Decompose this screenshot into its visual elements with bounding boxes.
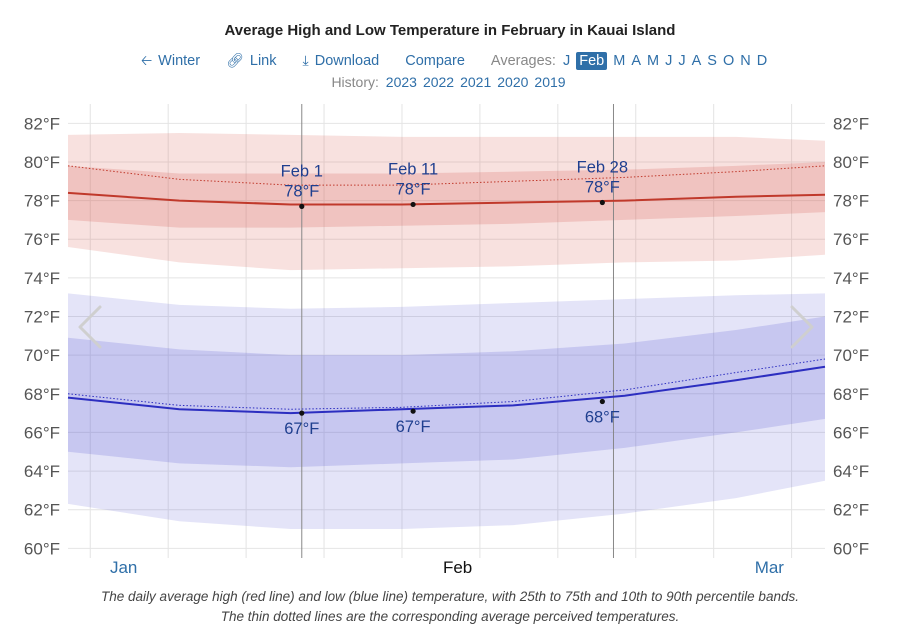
- annotation-high-label: 78°F: [284, 182, 319, 200]
- x-tick-label: Mar: [755, 558, 785, 577]
- y-tick-label-left: 60°F: [24, 539, 60, 558]
- y-tick-label-left: 68°F: [24, 385, 60, 404]
- chart-toolbar: 🡠 Winter 🔗︎ Link ⤓ Download Compare Average…: [0, 50, 900, 74]
- annotation-high-label: 78°F: [585, 179, 620, 197]
- y-tick-label-right: 78°F: [833, 192, 869, 211]
- y-tick-label-right: 82°F: [833, 114, 869, 133]
- history-year-link[interactable]: 2019: [534, 74, 566, 90]
- annotation-date-label: Feb 11: [388, 160, 438, 178]
- month-option[interactable]: J: [562, 53, 571, 69]
- low-band-10-90: [68, 293, 825, 530]
- high-annotation-point: [410, 201, 416, 208]
- history-label: History:: [331, 74, 379, 90]
- month-option[interactable]: S: [707, 53, 717, 69]
- link-label: Link: [249, 53, 277, 69]
- high-annotation-point: [299, 203, 305, 209]
- averages-selector: Averages: J Feb M A M J J A S O N D: [491, 52, 770, 70]
- chevron-right-icon[interactable]: [790, 305, 814, 349]
- chart-title: Average High and Low Temperature in Febr…: [224, 22, 676, 39]
- compare-button[interactable]: Compare: [405, 53, 465, 69]
- history-year-link[interactable]: 2021: [460, 74, 492, 90]
- month-option[interactable]: D: [756, 53, 768, 69]
- x-tick-label: Feb: [443, 558, 472, 577]
- annotation-high-label: 78°F: [396, 180, 431, 198]
- history-year-link[interactable]: 2020: [497, 74, 529, 90]
- download-button[interactable]: ⤓ Download: [303, 52, 380, 69]
- low-band-25-75: [68, 316, 825, 468]
- annotation-low-label: 67°F: [396, 418, 431, 436]
- annotation-date-label: Feb 1: [281, 162, 323, 180]
- chevron-left-icon[interactable]: [78, 305, 102, 349]
- y-tick-label-left: 76°F: [24, 230, 60, 249]
- y-tick-label-right: 66°F: [833, 423, 869, 442]
- month-option[interactable]: Feb: [576, 52, 608, 70]
- y-tick-label-left: 78°F: [24, 192, 60, 211]
- month-option[interactable]: A: [691, 53, 702, 69]
- month-option[interactable]: M: [647, 53, 660, 69]
- arrow-left-icon: 🡠: [140, 52, 153, 68]
- y-tick-label-right: 70°F: [833, 346, 869, 365]
- link-icon: 🔗︎: [226, 52, 244, 68]
- winter-link[interactable]: 🡠 Winter: [141, 50, 200, 74]
- low-annotation-point: [410, 408, 416, 414]
- link-button[interactable]: 🔗︎ Link: [226, 52, 276, 69]
- winter-label: Winter: [158, 53, 201, 69]
- history-year-link[interactable]: 2022: [422, 74, 455, 90]
- y-tick-label-left: 80°F: [24, 153, 60, 172]
- month-option[interactable]: M: [613, 53, 626, 69]
- annotation-date-label: Feb 28: [577, 159, 628, 177]
- y-tick-label-left: 64°F: [24, 462, 60, 481]
- low-average-line: [67, 365, 826, 415]
- month-option[interactable]: A: [631, 53, 641, 69]
- history-year-list: 2023 2022 2021 2020 2019: [383, 74, 569, 90]
- low-annotation-point: [299, 410, 305, 416]
- low-annotation-point: [599, 398, 605, 405]
- history-year-link[interactable]: 2023: [385, 74, 417, 90]
- month-option[interactable]: J: [665, 53, 673, 69]
- averages-label: Averages:: [490, 53, 556, 69]
- annotation-low-label: 68°F: [585, 409, 620, 427]
- month-option[interactable]: J: [678, 53, 686, 69]
- y-tick-label-right: 68°F: [833, 385, 869, 404]
- temperature-chart: Feb 1 78°F 67°F Feb 11 78°F 67°F Feb 28 78°F 68°…: [24, 104, 869, 577]
- x-tick-label: Jan: [110, 558, 137, 577]
- high-band-25-75: [68, 161, 825, 228]
- y-tick-label-left: 62°F: [24, 501, 60, 520]
- y-tick-label-right: 62°F: [833, 501, 869, 520]
- y-tick-label-right: 80°F: [833, 153, 869, 172]
- low-perceived-line: [67, 358, 826, 410]
- y-tick-label-left: 72°F: [24, 308, 60, 327]
- download-label: Download: [314, 53, 380, 69]
- y-tick-label-left: 66°F: [24, 423, 60, 442]
- y-tick-label-right: 64°F: [833, 462, 869, 481]
- month-option[interactable]: N: [740, 53, 751, 69]
- high-perceived-line: [67, 165, 826, 186]
- download-icon: ⤓: [302, 52, 309, 68]
- y-tick-label-left: 74°F: [24, 269, 60, 288]
- month-list: J Feb M A M J J A S O N D: [560, 52, 770, 70]
- high-annotation-point: [599, 199, 605, 206]
- y-tick-label-left: 70°F: [24, 346, 60, 365]
- high-average-line: [67, 191, 826, 206]
- caption-line-1: The daily average high (red line) and lo…: [101, 589, 799, 604]
- caption-line-2: The thin dotted lines are the correspond…: [220, 609, 680, 624]
- month-option[interactable]: O: [722, 53, 735, 69]
- history-bar: History: 2023 2022 2021 2020 2019: [0, 74, 900, 90]
- annotation-low-label: 67°F: [284, 420, 319, 438]
- y-tick-label-right: 74°F: [833, 269, 869, 288]
- y-tick-label-right: 72°F: [833, 308, 869, 327]
- high-band-10-90: [68, 132, 825, 271]
- y-tick-label-left: 82°F: [24, 114, 60, 133]
- y-tick-label-right: 60°F: [833, 539, 869, 558]
- y-tick-label-right: 76°F: [833, 230, 869, 249]
